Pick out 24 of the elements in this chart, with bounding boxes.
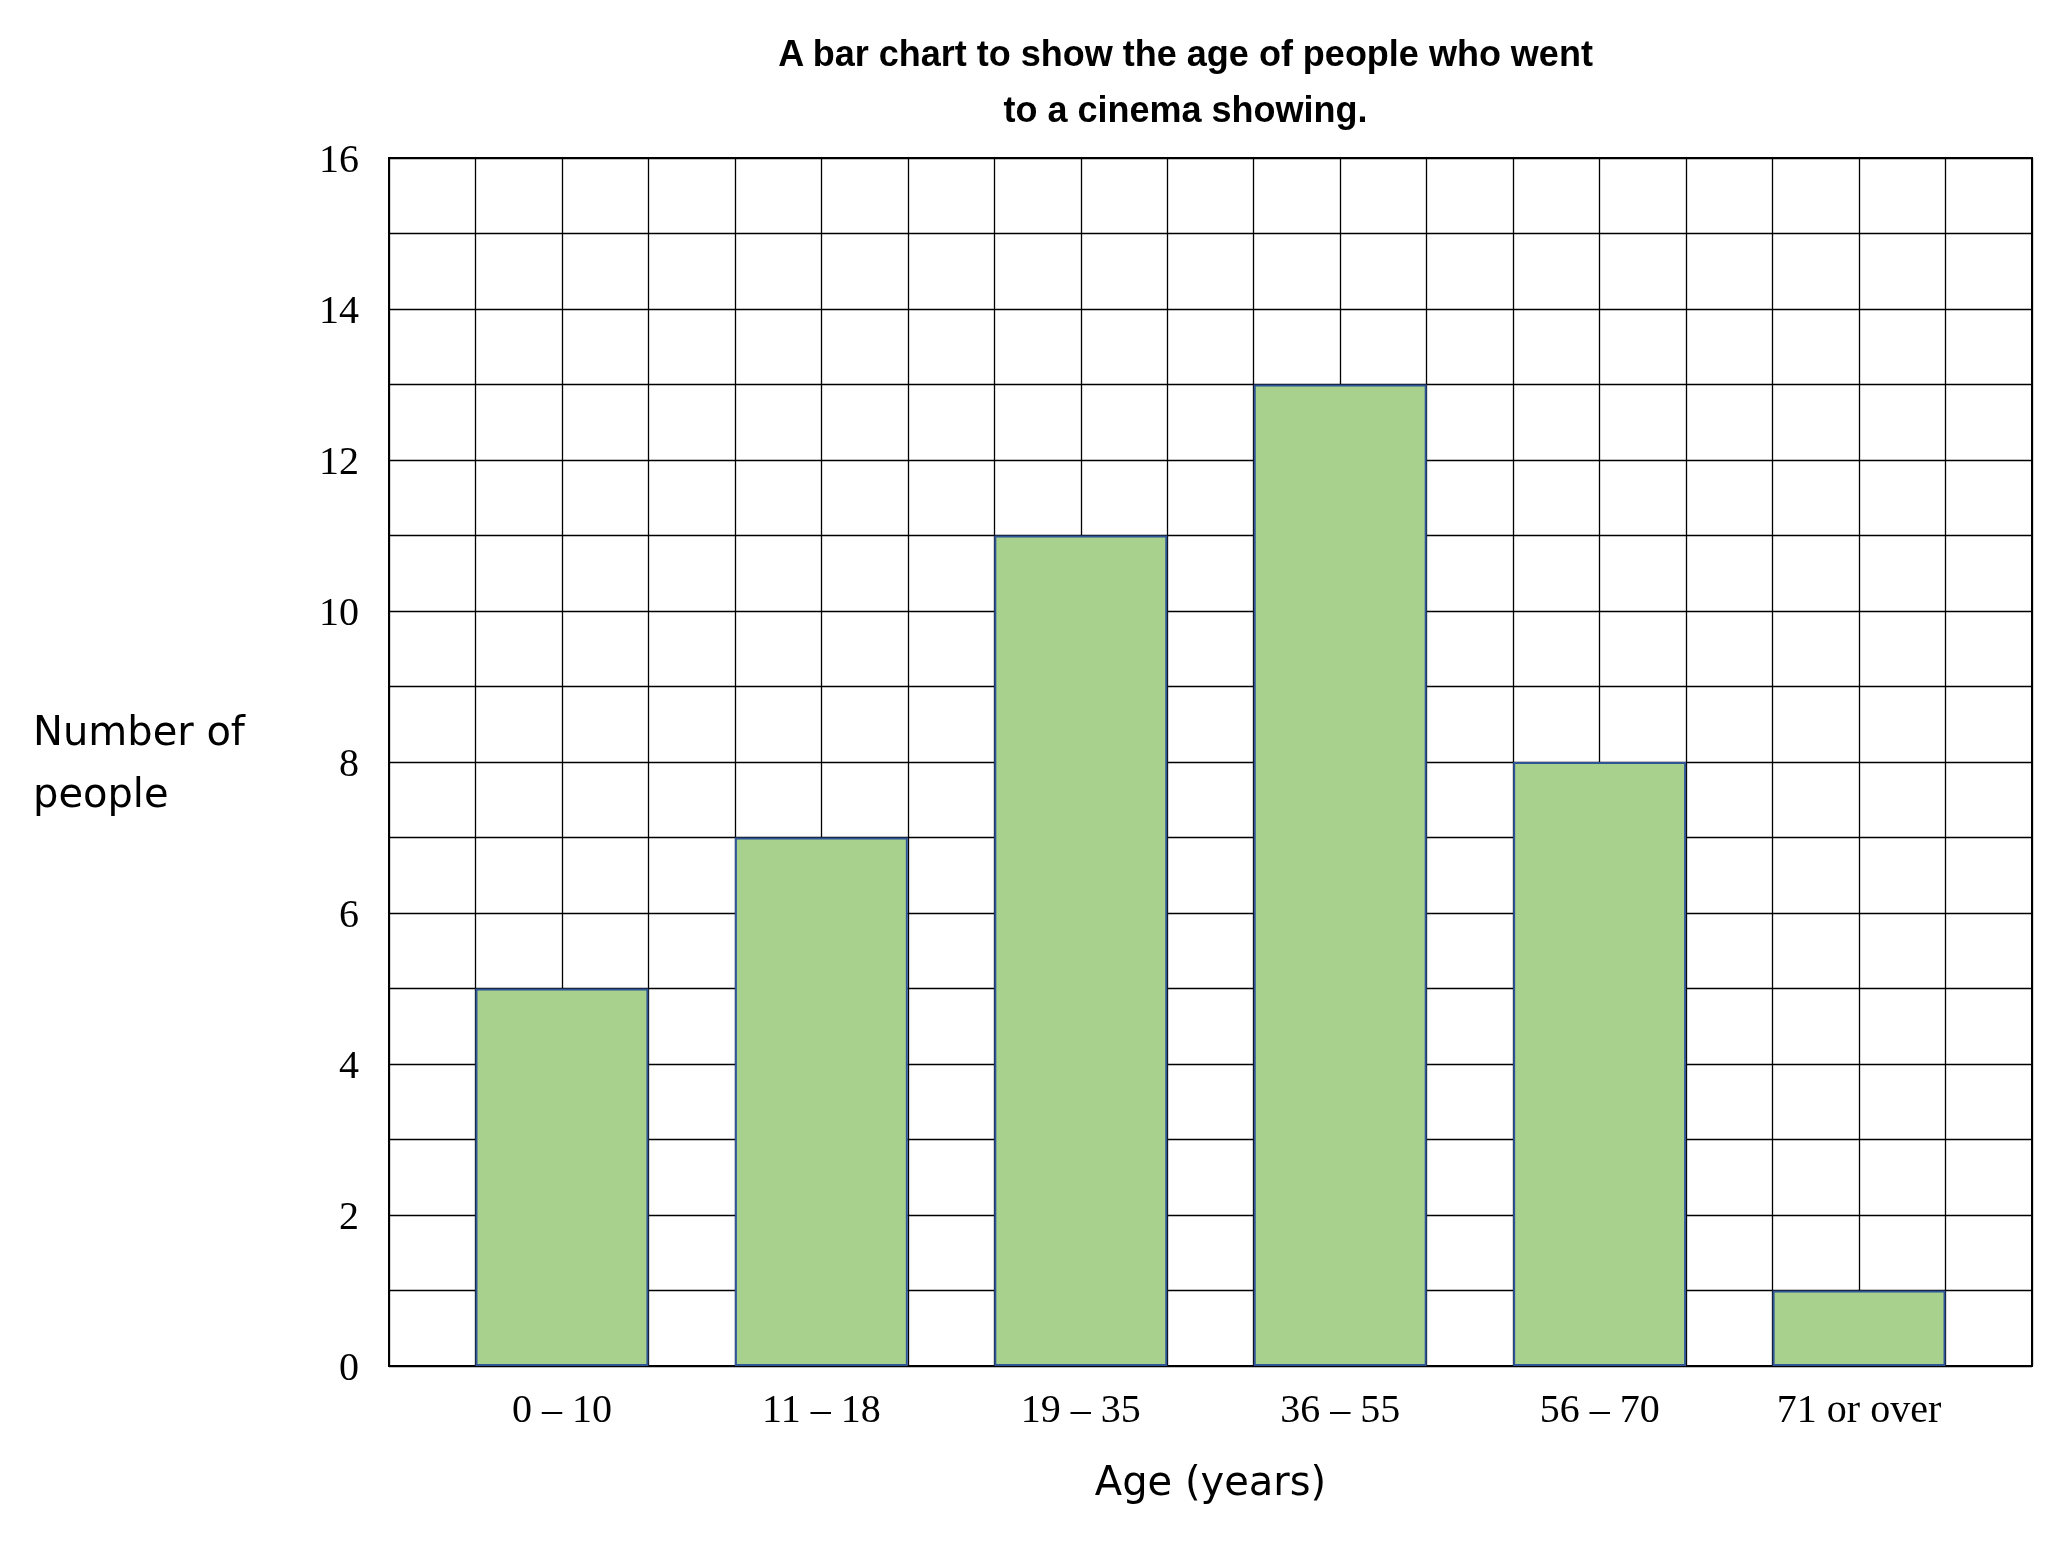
bar (994, 535, 1168, 1366)
x-tick-label: 36 – 55 (1280, 1385, 1401, 1431)
x-tick-label: 19 – 35 (1020, 1385, 1141, 1431)
bar (475, 988, 649, 1366)
y-tick-label: 8 (339, 739, 359, 785)
chart-title: A bar chart to show the age of people who went to a cinema showing. (778, 32, 1593, 130)
y-axis-title: Number of people (33, 708, 258, 816)
y-tick-label: 12 (319, 437, 359, 483)
bar (1513, 762, 1687, 1366)
y-tick-label: 10 (319, 588, 359, 634)
bar (734, 837, 908, 1366)
y-tick-label: 16 (319, 135, 359, 181)
x-tick-label: 56 – 70 (1539, 1385, 1660, 1431)
y-tick-label: 4 (339, 1041, 359, 1087)
y-tick-label: 6 (339, 890, 359, 936)
x-axis-title: Age (years) (1094, 1458, 1327, 1504)
x-tick-label: 71 or over (1776, 1385, 1942, 1431)
y-tick-label: 14 (319, 286, 359, 332)
x-tick-label: 11 – 18 (762, 1385, 881, 1431)
bar (1253, 384, 1427, 1366)
y-tick-label: 0 (339, 1343, 359, 1389)
x-tick-label: 0 – 10 (511, 1385, 612, 1431)
bar (1772, 1290, 1946, 1366)
y-tick-label: 2 (339, 1192, 359, 1238)
